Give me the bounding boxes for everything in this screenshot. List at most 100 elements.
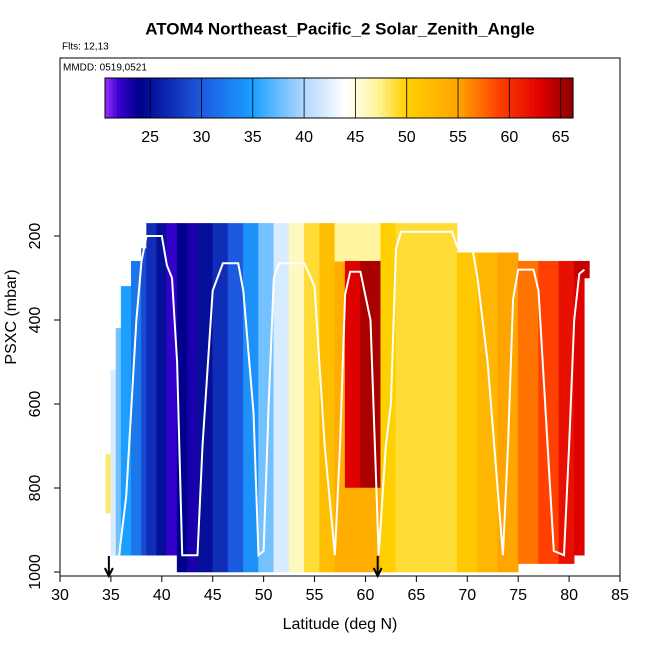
colorbar-swatch <box>284 78 289 118</box>
colorbar-swatch <box>553 78 558 118</box>
colorbar-swatch <box>120 78 126 118</box>
colorbar-swatch <box>331 78 336 118</box>
colorbar-swatch <box>354 78 360 118</box>
colorbar-swatch <box>557 78 562 118</box>
cell <box>456 252 478 573</box>
x-tick-label: 50 <box>255 587 273 604</box>
x-tick-label: 85 <box>611 587 629 604</box>
colorbar-swatch <box>241 78 246 118</box>
y-axis-label: PSXC (mbar) <box>3 269 20 364</box>
cell <box>273 223 290 573</box>
colorbar-swatch <box>506 78 512 118</box>
colorbar-swatch <box>467 78 473 118</box>
colorbar-swatch <box>210 78 215 118</box>
colorbar-swatch <box>534 78 539 118</box>
colorbar-swatch <box>233 78 239 118</box>
y-tick-label: 800 <box>27 475 44 502</box>
cell <box>344 487 381 573</box>
colorbar-swatch <box>495 78 500 118</box>
colorbar-swatch <box>358 78 363 118</box>
x-axis-label: Latitude (deg N) <box>283 616 398 633</box>
cell <box>395 223 458 573</box>
colorbar-swatch <box>374 78 379 118</box>
cell <box>156 223 168 556</box>
colorbar-swatch <box>393 78 399 118</box>
colorbar-swatch <box>222 78 227 118</box>
colorbar-swatch <box>175 78 180 118</box>
colorbar-tick-label: 50 <box>398 129 416 146</box>
x-tick-label: 80 <box>560 587 578 604</box>
cell <box>131 260 142 556</box>
colorbar-swatch <box>218 78 223 118</box>
colorbar-tick-label: 60 <box>500 129 518 146</box>
cell <box>538 260 560 564</box>
x-tick-label: 30 <box>51 587 69 604</box>
colorbar-swatch <box>311 78 317 118</box>
colorbar-tick-label: 65 <box>552 129 570 146</box>
x-tick-label: 40 <box>153 587 171 604</box>
colorbar-swatch <box>335 78 340 118</box>
colorbar-swatch <box>444 78 449 118</box>
colorbar-tick-label: 30 <box>193 129 211 146</box>
colorbar-swatch <box>530 78 535 118</box>
colorbar-swatch <box>475 78 480 118</box>
colorbar-swatch <box>261 78 266 118</box>
cell <box>141 248 147 556</box>
x-tick-label: 35 <box>102 587 120 604</box>
colorbar-swatch <box>417 78 422 118</box>
colorbar-swatch <box>401 78 406 118</box>
colorbar-swatch <box>229 78 235 118</box>
colorbar-swatch <box>264 78 270 118</box>
colorbar-tick-label: 25 <box>141 129 159 146</box>
colorbar-swatch <box>276 78 282 118</box>
colorbar-swatch <box>385 78 391 118</box>
x-tick-label: 60 <box>357 587 375 604</box>
colorbar-swatch <box>428 78 434 118</box>
flights-label: Flts: 12,13 <box>62 42 109 53</box>
colorbar-swatch <box>514 78 519 118</box>
colorbar-tick-label: 40 <box>295 129 313 146</box>
colorbar-tick-label: 35 <box>244 129 262 146</box>
colorbar-swatch <box>561 78 566 118</box>
colorbar-swatch <box>537 78 543 118</box>
colorbar-swatch <box>498 78 504 118</box>
colorbar-swatch <box>167 78 172 118</box>
colorbar-swatch <box>483 78 488 118</box>
colorbar-swatch <box>136 78 141 118</box>
cell <box>187 223 198 573</box>
cell <box>288 223 305 573</box>
colorbar-swatch <box>463 78 469 118</box>
colorbar-swatch <box>522 78 527 118</box>
colorbar-swatch <box>378 78 383 118</box>
colorbar-swatch <box>225 78 231 118</box>
colorbar-swatch <box>237 78 243 118</box>
colorbar-swatch <box>366 78 371 118</box>
colorbar-swatch <box>206 78 211 118</box>
colorbar-swatch <box>144 78 149 118</box>
cell <box>380 223 397 573</box>
cell <box>115 328 122 556</box>
cell <box>110 370 117 556</box>
colorbar-swatch <box>381 78 387 118</box>
y-tick-label: 200 <box>27 223 44 250</box>
colorbar-swatch <box>163 78 168 118</box>
colorbar-swatch <box>459 78 465 118</box>
cell <box>344 260 361 489</box>
cell <box>258 223 275 573</box>
colorbar-swatch <box>432 78 438 118</box>
colorbar-swatch <box>491 78 496 118</box>
colorbar-swatch <box>151 78 157 118</box>
colorbar-swatch <box>249 78 254 118</box>
cell <box>517 260 539 564</box>
colorbar-swatch <box>245 78 250 118</box>
colorbar-swatch <box>292 78 297 118</box>
arrow <box>103 556 114 579</box>
cell <box>573 277 585 556</box>
cell <box>166 223 178 556</box>
plot-frame <box>59 57 621 577</box>
colorbar-swatch <box>565 78 570 118</box>
x-tick-label: 70 <box>458 587 476 604</box>
colorbar-swatch <box>342 78 348 118</box>
colorbar-swatch <box>346 78 352 118</box>
colorbar-swatch <box>545 78 551 118</box>
